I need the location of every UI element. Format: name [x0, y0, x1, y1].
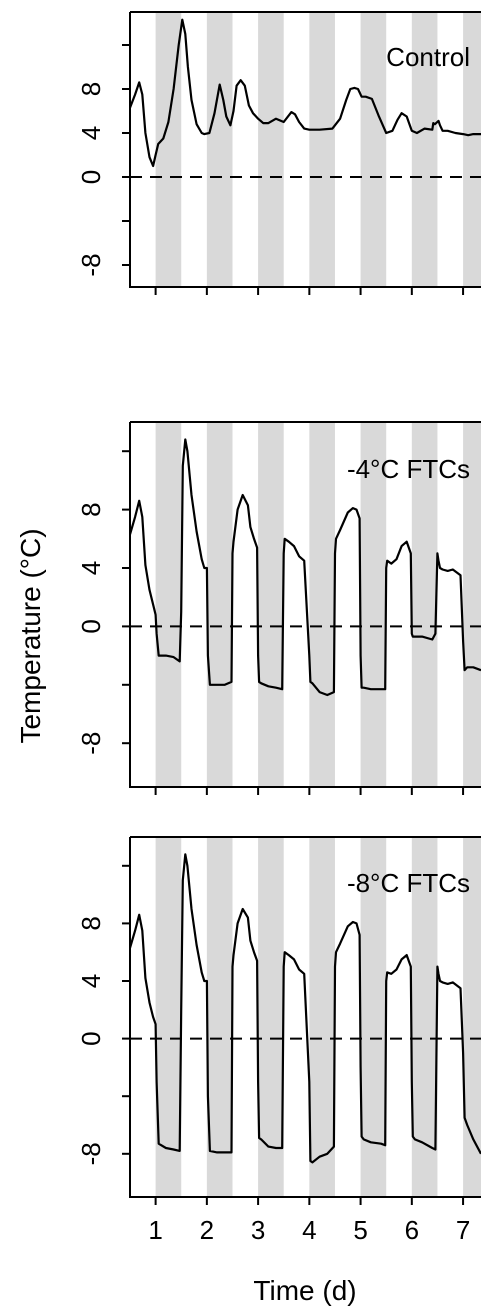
y-tick-label-minus8--8: -8 — [76, 1142, 106, 1165]
x-axis-title: Time (d) — [253, 1275, 356, 1306]
night-band-minus8-1 — [155, 837, 182, 1197]
x-tick-label-3: 3 — [251, 1215, 265, 1245]
night-band-minus8-3 — [258, 837, 284, 1197]
night-band-minus8-6 — [411, 837, 438, 1197]
y-tick-label-minus4-0: 0 — [76, 619, 106, 633]
night-band-control-5 — [360, 12, 387, 287]
axis-frame-minus4 — [129, 421, 481, 788]
night-band-minus4-6 — [411, 422, 438, 787]
night-band-minus8-2 — [206, 837, 233, 1197]
panel-label-control: Control — [386, 42, 470, 72]
y-axis-title: Temperature (°C) — [15, 528, 46, 743]
night-band-minus8-7 — [463, 837, 481, 1197]
night-band-minus8-5 — [360, 837, 387, 1197]
night-band-minus8-4 — [309, 837, 335, 1197]
x-tick-label-2: 2 — [200, 1215, 214, 1245]
night-band-control-7 — [463, 12, 481, 287]
night-band-control-3 — [258, 12, 284, 287]
x-tick-label-1: 1 — [148, 1215, 162, 1245]
panel-minus4-ftcs: -8 0 4 8 -4°C FTCs — [76, 421, 481, 795]
y-tick-label-minus8-0: 0 — [76, 1031, 106, 1045]
temperature-line-minus4 — [128, 438, 481, 697]
night-band-minus4-3 — [258, 422, 284, 787]
y-tick-label-minus4-4: 4 — [76, 561, 106, 575]
y-tick-label-control--8: -8 — [76, 253, 106, 276]
y-tick-label-control-8: 8 — [76, 82, 106, 96]
axis-frame-minus8 — [129, 836, 481, 1198]
axis-frame-control — [129, 11, 481, 288]
temperature-line-control — [128, 18, 481, 168]
x-tick-label-6: 6 — [405, 1215, 419, 1245]
y-tick-label-minus4-8: 8 — [76, 502, 106, 516]
panel-control: -8 0 4 8 Control — [76, 11, 481, 295]
x-tick-label-4: 4 — [302, 1215, 316, 1245]
night-band-minus4-4 — [309, 422, 335, 787]
panel-label-minus8: -8°C FTCs — [347, 868, 470, 898]
night-band-control-4 — [309, 12, 335, 287]
night-band-minus4-5 — [360, 422, 387, 787]
night-band-minus4-7 — [463, 422, 481, 787]
temperature-line-minus8 — [128, 853, 481, 1164]
y-tick-label-minus4--8: -8 — [76, 732, 106, 755]
x-tick-label-7: 7 — [456, 1215, 470, 1245]
x-tick-label-5: 5 — [353, 1215, 367, 1245]
y-tick-label-minus8-4: 4 — [76, 974, 106, 988]
y-tick-label-control-0: 0 — [76, 170, 106, 184]
night-band-minus4-2 — [206, 422, 233, 787]
night-band-minus4-1 — [155, 422, 182, 787]
y-tick-label-minus8-8: 8 — [76, 916, 106, 930]
night-band-control-6 — [411, 12, 438, 287]
night-band-control-2 — [206, 12, 233, 287]
panel-label-minus4: -4°C FTCs — [347, 454, 470, 484]
y-tick-label-control-4: 4 — [76, 126, 106, 140]
